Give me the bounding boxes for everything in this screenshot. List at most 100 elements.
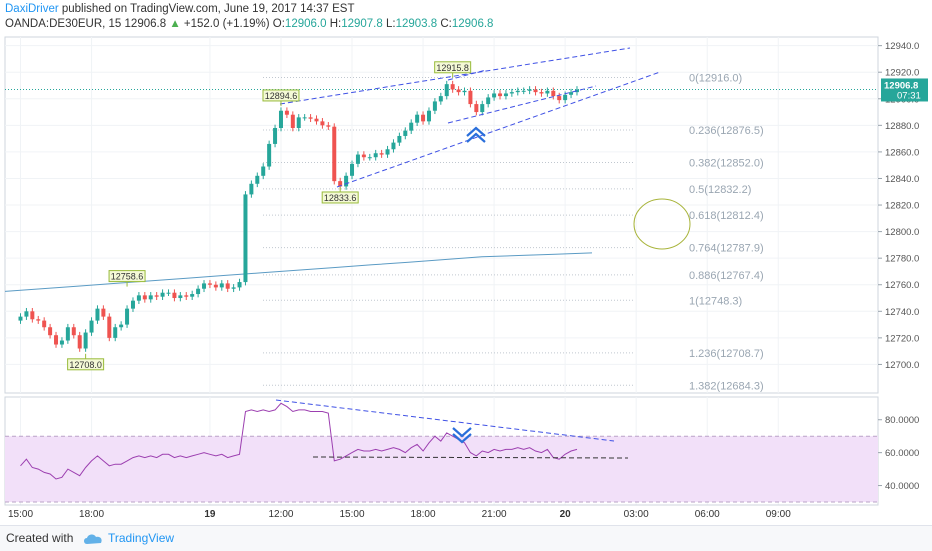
candle xyxy=(320,121,325,126)
publish-line: DaxiDriver published on TradingView.com,… xyxy=(5,3,354,15)
high-label: H: xyxy=(329,18,342,30)
price-callout-box xyxy=(262,89,300,102)
candle xyxy=(166,292,171,294)
candle xyxy=(474,104,479,113)
candle xyxy=(154,295,159,297)
time-tick-label: 09:00 xyxy=(766,509,791,520)
price-tick-label: 12820.0 xyxy=(885,201,919,212)
fib-level-label: 0.886(12767.4) xyxy=(689,270,764,282)
candle xyxy=(326,125,331,127)
up-arrow-icon: ▲ xyxy=(169,18,181,30)
candle xyxy=(107,316,112,338)
price-tick-label: 12880.0 xyxy=(885,121,919,132)
candle xyxy=(178,295,183,299)
candle xyxy=(456,89,461,93)
candle xyxy=(409,122,414,131)
candle xyxy=(444,84,449,97)
candle xyxy=(18,316,23,321)
price-tick-label: 12800.0 xyxy=(885,227,919,238)
change-text: +152.0 (+1.19%) xyxy=(183,18,270,30)
candle xyxy=(255,175,260,184)
trend-channel-line xyxy=(279,47,631,105)
candle xyxy=(545,90,550,94)
price-tick-label: 12700.0 xyxy=(885,360,919,371)
candle xyxy=(172,292,177,299)
candle xyxy=(30,311,35,320)
price-chart[interactable]: 12940.012920.012900.012880.012860.012840… xyxy=(0,34,932,525)
fib-level-label: 1.382(12684.3) xyxy=(689,380,764,392)
candle xyxy=(527,89,532,91)
open-value: 12906.0 xyxy=(284,18,327,30)
candle xyxy=(54,335,59,345)
candle xyxy=(355,154,360,164)
fib-level-label: 0.5(12832.2) xyxy=(689,184,751,196)
candle xyxy=(148,295,153,300)
countdown-label: 07:31 xyxy=(897,90,921,101)
open-label: O: xyxy=(272,18,285,30)
candle xyxy=(267,143,272,167)
ohlc-line: OANDA:DE30EUR, 15 12906.8 ▲ +152.0 (+1.1… xyxy=(5,18,493,30)
created-with-label: Created with xyxy=(6,531,74,545)
time-tick-label: 03:00 xyxy=(624,509,649,520)
candle xyxy=(385,149,390,155)
candle xyxy=(551,90,556,97)
down-chevron-icon xyxy=(452,427,472,438)
footer-bar: Created with TradingView xyxy=(0,525,932,551)
fib-level-label: 0.618(12812.4) xyxy=(689,210,764,222)
tradingview-brand-link[interactable]: TradingView xyxy=(108,531,175,545)
candle xyxy=(42,320,47,328)
candle xyxy=(65,327,70,341)
candle xyxy=(521,90,526,92)
candle xyxy=(492,93,497,98)
trend-channel-line xyxy=(447,69,487,81)
candle xyxy=(89,320,94,333)
candle xyxy=(569,92,574,95)
candle xyxy=(196,288,201,295)
candle xyxy=(373,153,378,158)
rsi-tick-label: 80.0000 xyxy=(885,415,919,426)
candle xyxy=(225,283,230,289)
candle xyxy=(344,175,349,187)
published-text: published on TradingView.com, June 19, 2… xyxy=(61,3,355,15)
time-tick-label: 20 xyxy=(560,509,572,520)
candle xyxy=(284,110,289,115)
candle xyxy=(207,283,212,285)
candle xyxy=(503,93,508,97)
low-label: L: xyxy=(385,18,396,30)
candle xyxy=(450,84,455,90)
rsi-trend-line xyxy=(275,399,615,442)
candle xyxy=(278,110,283,128)
candle xyxy=(432,101,437,111)
tradingview-cloud-icon xyxy=(82,532,104,550)
candle xyxy=(213,284,218,288)
candle xyxy=(391,142,396,150)
price-callout-label: 12894.6 xyxy=(265,91,298,101)
candle xyxy=(113,327,118,338)
candle xyxy=(462,90,467,93)
time-tick-label: 18:00 xyxy=(411,509,436,520)
candle xyxy=(308,117,313,119)
candle xyxy=(515,90,520,93)
candle xyxy=(142,295,147,300)
candle xyxy=(136,295,141,301)
circle-marker xyxy=(633,198,691,250)
candle xyxy=(184,295,189,297)
price-callout-box xyxy=(67,358,105,371)
candle xyxy=(130,300,135,309)
candle xyxy=(160,292,165,297)
price-callout-label: 12915.8 xyxy=(436,63,469,73)
time-tick-label: 15:00 xyxy=(8,509,33,520)
author-link[interactable]: DaxiDriver xyxy=(5,3,59,15)
rsi-support-line xyxy=(312,456,629,459)
price-tick-label: 12720.0 xyxy=(885,333,919,344)
candle xyxy=(480,104,485,113)
candle xyxy=(273,127,278,144)
candle xyxy=(539,92,544,94)
price-tick-label: 12760.0 xyxy=(885,280,919,291)
candle xyxy=(498,93,503,97)
candle xyxy=(296,117,301,128)
price-callout-box xyxy=(321,191,359,204)
candle xyxy=(219,283,224,288)
candle xyxy=(563,94,568,101)
candle xyxy=(36,319,41,321)
